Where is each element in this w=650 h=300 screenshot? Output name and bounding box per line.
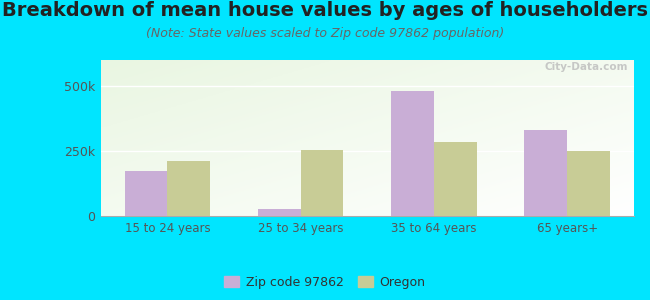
Bar (168, 161, 210, 216)
Text: Breakdown of mean house values by ages of householders: Breakdown of mean house values by ages o… (2, 2, 648, 20)
Bar (300, 150, 343, 216)
Bar (391, 91, 434, 216)
Bar (125, 170, 168, 216)
Text: (Note: State values scaled to Zip code 97862 population): (Note: State values scaled to Zip code 9… (146, 27, 504, 40)
Bar (525, 130, 567, 216)
Bar (567, 151, 610, 216)
Text: City-Data.com: City-Data.com (545, 61, 629, 72)
Bar (434, 142, 476, 216)
Bar (258, 209, 300, 216)
Legend: Zip code 97862, Oregon: Zip code 97862, Oregon (219, 271, 431, 294)
